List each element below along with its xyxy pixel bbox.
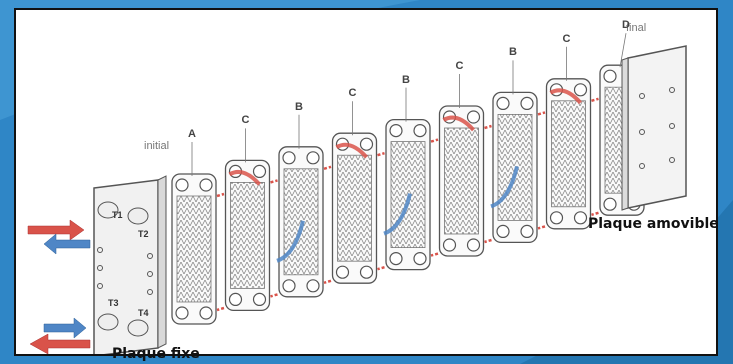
letter-leaders [191, 33, 627, 176]
plate-letter-7: B [509, 46, 517, 59]
plate-letter-2: C [241, 114, 250, 127]
plate-letter-8: C [562, 32, 571, 45]
plate-8 [545, 78, 592, 230]
cold-channel-arrow [383, 193, 412, 236]
plate-1 [171, 173, 217, 325]
hot-flow-arrow [270, 179, 278, 184]
fixed-plate-label: Plaque fixe [112, 346, 200, 362]
hot-channel-arrow [228, 170, 261, 186]
hot-flow-arrow [270, 293, 278, 298]
inlet-outlet-arrows [27, 219, 91, 354]
movable-plate-label: Plaque amovible [588, 216, 719, 232]
plate-letter-4: C [348, 87, 357, 100]
hot-flow-arrow [216, 306, 225, 312]
hot-channel-arrow [442, 115, 475, 132]
plate-letter-6: C [455, 60, 464, 72]
hot-flow-arrow [591, 211, 599, 217]
plate-letter-1: A [188, 128, 196, 140]
plate-pack [171, 64, 645, 325]
hot-flow-arrow [537, 225, 546, 230]
fixed-plate [93, 175, 167, 354]
hot-flow-arrow [537, 111, 546, 116]
plate-letter-3: B [295, 100, 303, 113]
hot-flow-arrow [323, 165, 332, 171]
heat-exchanger-illustration [27, 33, 687, 354]
hot-outlet-arrow [29, 333, 91, 354]
hot-inlet-arrow [27, 219, 85, 241]
hot-flow-arrow [323, 279, 332, 285]
port-label-t2: T2 [138, 229, 149, 239]
final-label: final [626, 22, 647, 34]
initial-label: initial [144, 140, 170, 152]
cold-channel-arrow [490, 165, 519, 209]
plate-6 [438, 105, 485, 257]
port-label-t3: T3 [108, 298, 119, 308]
plate-letter-9: D [622, 19, 630, 32]
leader-line [619, 33, 627, 68]
hot-flow-arrow [430, 138, 439, 143]
plate-4 [331, 132, 378, 284]
hot-flow-arrow [591, 97, 599, 103]
hot-flow-arrow [430, 252, 439, 257]
cold-outlet-arrow [43, 233, 91, 255]
hot-channel-arrow [335, 142, 368, 159]
port-label-t4: T4 [138, 308, 149, 318]
port-label-t1: T1 [112, 210, 123, 220]
hot-flow-arrow [484, 238, 492, 244]
diagram-panel: initial final Plaque fixe Plaque amovibl… [14, 8, 719, 362]
hot-flow-arrow [216, 192, 225, 198]
hot-flow-arrow [377, 265, 385, 271]
hot-channel-arrow [549, 88, 582, 105]
cold-inlet-arrow [43, 317, 87, 339]
plate-letter-5: B [402, 73, 410, 86]
cold-channel-arrow [276, 220, 305, 263]
hot-flow-arrow [484, 124, 492, 130]
hot-flow-arrow [377, 151, 385, 157]
movable-plate [621, 45, 687, 211]
plate-2 [224, 159, 271, 312]
